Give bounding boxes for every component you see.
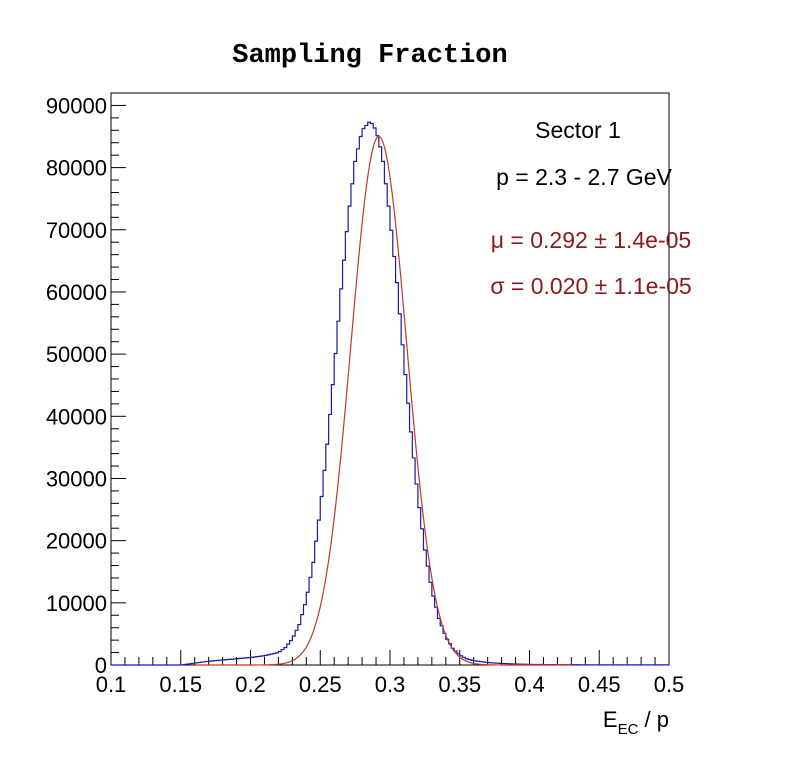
y-tick-label: 10000 <box>46 591 107 616</box>
x-tick-label: 0.4 <box>514 672 545 697</box>
momentum-range-label: p = 2.3 - 2.7 GeV <box>496 164 672 190</box>
y-tick-label: 80000 <box>46 156 107 181</box>
x-tick-label: 0.1 <box>96 672 127 697</box>
y-tick-label: 50000 <box>46 342 107 367</box>
x-tick-label: 0.5 <box>654 672 685 697</box>
x-tick-label: 0.25 <box>299 672 342 697</box>
x-tick-label: 0.35 <box>438 672 481 697</box>
y-tick-label: 40000 <box>46 404 107 429</box>
y-tick-label: 90000 <box>46 93 107 118</box>
y-tick-label: 60000 <box>46 280 107 305</box>
sector-label: Sector 1 <box>535 117 621 143</box>
y-tick-label: 0 <box>95 653 107 678</box>
gaussian-fit-curve <box>194 135 572 666</box>
fit-sigma-label: σ = 0.020 ± 1.1e-05 <box>490 273 691 299</box>
fit-mu-label: μ = 0.292 ± 1.4e-05 <box>491 227 691 253</box>
x-axis-label: EEC / p <box>603 707 669 738</box>
x-tick-label: 0.15 <box>159 672 202 697</box>
y-tick-label: 20000 <box>46 529 107 554</box>
y-tick-label: 70000 <box>46 218 107 243</box>
y-axis: 0 10000 20000 30000 40000 50000 60000 70000 8000… <box>46 92 126 678</box>
x-tick-label: 0.2 <box>235 672 266 697</box>
x-tick-label: 0.45 <box>578 672 621 697</box>
x-axis: 0.1 0.15 0.2 0.25 0.3 0.35 0.4 0.45 0.5 <box>96 650 685 697</box>
chart-title: Sampling Fraction <box>232 41 507 71</box>
histogram-series <box>111 121 669 666</box>
y-tick-label: 30000 <box>46 466 107 491</box>
x-tick-label: 0.3 <box>375 672 406 697</box>
